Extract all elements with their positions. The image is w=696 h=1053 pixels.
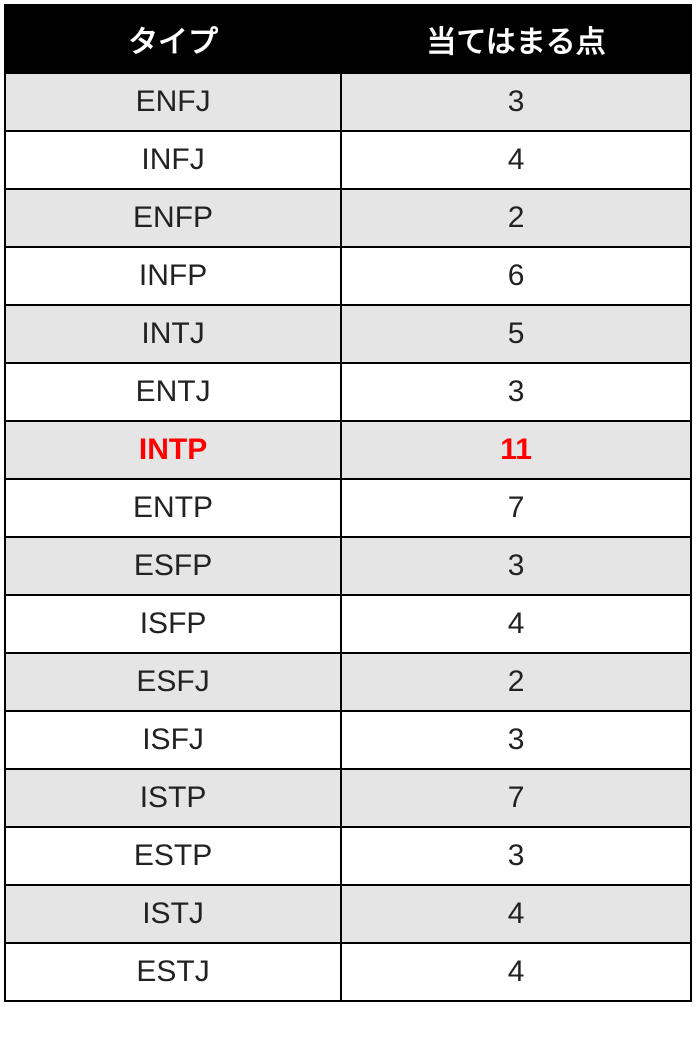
table-row: ENFP2 (5, 189, 691, 247)
table-row: ESTJ4 (5, 943, 691, 1001)
table-row: ENFJ3 (5, 73, 691, 131)
cell-points: 4 (341, 885, 691, 943)
cell-points: 4 (341, 131, 691, 189)
header-type: タイプ (5, 5, 341, 73)
header-points: 当てはまる点 (341, 5, 691, 73)
table-row: INFJ4 (5, 131, 691, 189)
cell-type: ESFP (5, 537, 341, 595)
cell-points: 2 (341, 189, 691, 247)
cell-points: 11 (341, 421, 691, 479)
mbti-table: タイプ 当てはまる点 ENFJ3INFJ4ENFP2INFP6INTJ5ENTJ… (4, 4, 692, 1002)
cell-type: ENFJ (5, 73, 341, 131)
cell-points: 5 (341, 305, 691, 363)
cell-type: ISTJ (5, 885, 341, 943)
table-row: ESFJ2 (5, 653, 691, 711)
cell-type: ENFP (5, 189, 341, 247)
cell-points: 7 (341, 479, 691, 537)
table-row: ISTJ4 (5, 885, 691, 943)
table-row: ENTJ3 (5, 363, 691, 421)
cell-type: ESTJ (5, 943, 341, 1001)
cell-type: ISTP (5, 769, 341, 827)
table-row: ISFP4 (5, 595, 691, 653)
cell-type: ISFP (5, 595, 341, 653)
table-row: INTP11 (5, 421, 691, 479)
table-row: ISFJ3 (5, 711, 691, 769)
cell-points: 3 (341, 711, 691, 769)
cell-type: INFJ (5, 131, 341, 189)
cell-type: ESFJ (5, 653, 341, 711)
cell-points: 3 (341, 827, 691, 885)
cell-points: 4 (341, 595, 691, 653)
table-row: ESFP3 (5, 537, 691, 595)
cell-type: INTJ (5, 305, 341, 363)
table-row: ESTP3 (5, 827, 691, 885)
table-row: INTJ5 (5, 305, 691, 363)
cell-points: 3 (341, 73, 691, 131)
cell-points: 3 (341, 363, 691, 421)
table-row: ISTP7 (5, 769, 691, 827)
cell-points: 4 (341, 943, 691, 1001)
table-row: ENTP7 (5, 479, 691, 537)
cell-points: 6 (341, 247, 691, 305)
table-row: INFP6 (5, 247, 691, 305)
cell-type: ENTJ (5, 363, 341, 421)
cell-type: ISFJ (5, 711, 341, 769)
cell-type: ESTP (5, 827, 341, 885)
cell-points: 3 (341, 537, 691, 595)
cell-type: INFP (5, 247, 341, 305)
table-header-row: タイプ 当てはまる点 (5, 5, 691, 73)
cell-points: 2 (341, 653, 691, 711)
cell-type: INTP (5, 421, 341, 479)
cell-type: ENTP (5, 479, 341, 537)
cell-points: 7 (341, 769, 691, 827)
